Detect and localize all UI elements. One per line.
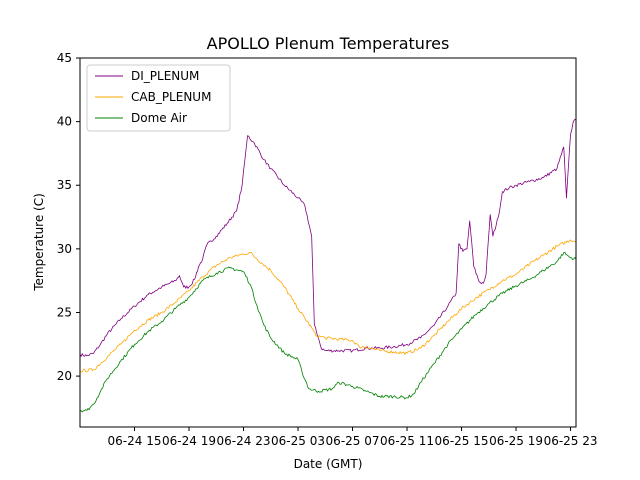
x-axis: 06-24 15 06-24 19 06-24 23 06-25 03 06-25 07…	[108, 427, 598, 448]
y-tick-label: 45	[57, 51, 72, 65]
legend-label-di-plenum: DI_PLENUM	[131, 69, 199, 83]
x-tick-label: 06-25 23	[544, 434, 598, 448]
plot-area	[79, 118, 577, 413]
series-line-cab-plenum	[79, 239, 577, 373]
y-tick-label: 30	[57, 242, 72, 256]
x-tick-label: 06-25 15	[435, 434, 489, 448]
chart-title: APOLLO Plenum Temperatures	[207, 34, 450, 53]
y-tick-label: 25	[57, 305, 72, 319]
x-tick-label: 06-25 19	[489, 434, 543, 448]
legend-label-dome-air: Dome Air	[131, 111, 187, 125]
series-line-dome-air	[79, 251, 577, 413]
y-axis-label: Temperature (C)	[32, 193, 46, 292]
x-tick-label: 06-24 15	[108, 434, 162, 448]
y-axis: 20 25 30 35 40 45	[57, 51, 80, 383]
legend-box	[86, 64, 231, 132]
y-tick-label: 40	[57, 115, 72, 129]
y-tick-label: 20	[57, 369, 72, 383]
x-axis-label: Date (GMT)	[294, 457, 363, 471]
x-tick-label: 06-25 03	[271, 434, 325, 448]
axes-frame	[79, 57, 577, 428]
x-tick-label: 06-25 11	[380, 434, 434, 448]
legend-label-cab-plenum: CAB_PLENUM	[131, 90, 211, 104]
x-tick-label: 06-24 19	[162, 434, 216, 448]
series-line-di-plenum	[79, 118, 577, 357]
legend: DI_PLENUM CAB_PLENUM Dome Air	[86, 64, 231, 132]
y-tick-label: 35	[57, 178, 72, 192]
x-tick-label: 06-25 07	[326, 434, 380, 448]
x-tick-label: 06-24 23	[217, 434, 271, 448]
